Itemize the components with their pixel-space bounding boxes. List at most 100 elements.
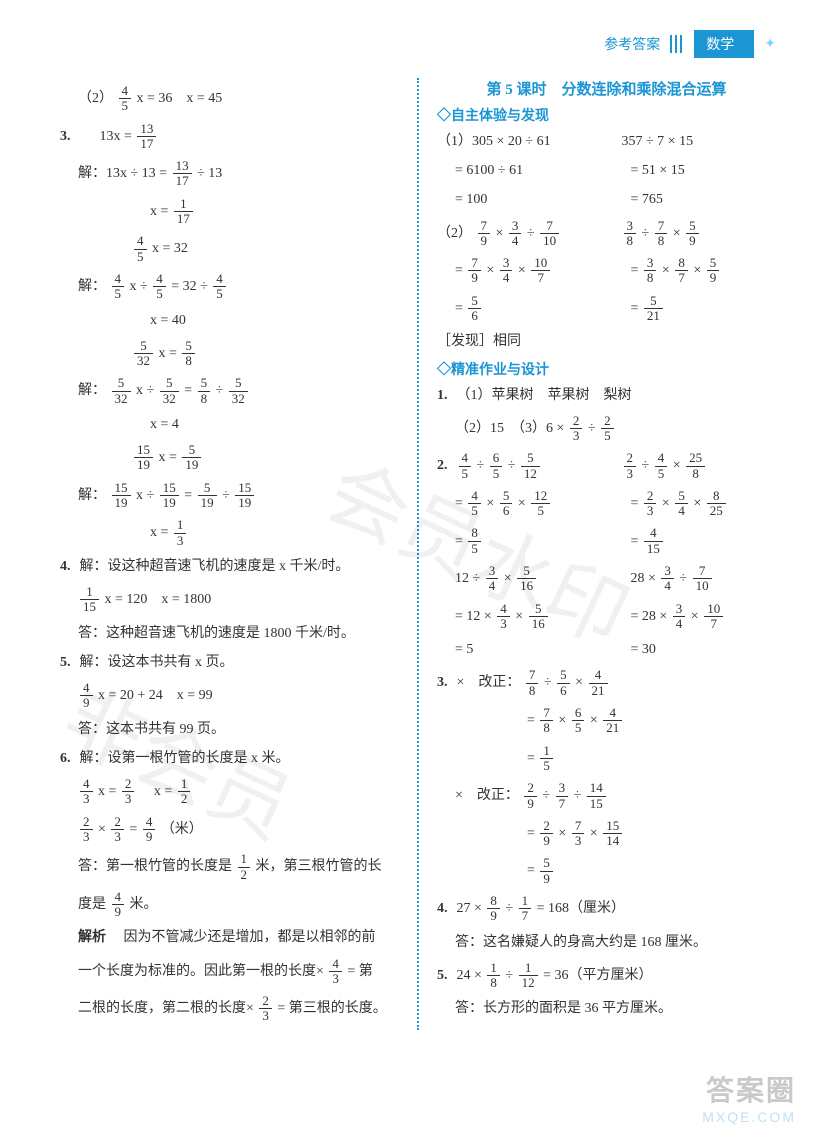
fraction: 85 <box>468 526 481 556</box>
fraction: 1519 <box>235 481 254 511</box>
item-number: 3. <box>437 666 453 700</box>
fraction: 23 <box>122 777 135 807</box>
section-title: ◇精准作业与设计 <box>437 359 776 379</box>
text: 357 ÷ 7 × 15 <box>622 129 777 154</box>
text-line: 45 x = 32 <box>60 232 399 266</box>
logo-title: 答案圈 <box>702 1069 796 1109</box>
text: x = 32 <box>152 241 188 256</box>
text: 解： <box>78 383 106 398</box>
text: x ÷ <box>136 383 158 398</box>
fraction: 34 <box>673 602 686 632</box>
fraction: 1317 <box>137 122 156 152</box>
item-number: 4. <box>60 554 76 579</box>
expr-row: = 100 = 765 <box>437 187 776 212</box>
fraction: 15 <box>540 744 553 774</box>
text: 二根的长度，第二根的长度× <box>78 1001 254 1016</box>
fraction: 73 <box>572 819 585 849</box>
page-header: 参考答案 数学 ✦ <box>60 30 776 58</box>
fraction: 18 <box>487 961 500 991</box>
item-number: 5. <box>437 959 453 993</box>
fraction: 107 <box>704 602 723 632</box>
text: × 改正： <box>457 675 521 690</box>
expr-row: = 45 × 56 × 125 = 23 × 54 × 825 <box>437 487 776 521</box>
text-line: 答：这本书共有 99 页。 <box>60 717 399 742</box>
corner-logo: 答案圈 MXQE.COM <box>702 1069 796 1125</box>
fraction: 1519 <box>134 443 153 473</box>
text: = 30 <box>631 637 777 662</box>
fraction: 59 <box>707 256 720 286</box>
text: （2） <box>78 91 113 106</box>
text-line: = 15 <box>437 742 776 776</box>
fraction: 34 <box>486 564 499 594</box>
fraction: 532 <box>160 376 179 406</box>
fraction: 49 <box>143 815 156 845</box>
fraction: 23 <box>111 815 124 845</box>
fraction: 421 <box>589 668 608 698</box>
text: 一个长度为标准的。因此第一根的长度× <box>78 964 324 979</box>
fraction: 54 <box>675 489 688 519</box>
logo-subtitle: MXQE.COM <box>702 1109 796 1125</box>
text-line: 5. 24 × 18 ÷ 112 = 36（平方厘米） <box>437 959 776 993</box>
expr-row: = 85 = 415 <box>437 525 776 559</box>
text-line: 度是 49 米。 <box>60 888 399 922</box>
text: （2） <box>437 226 472 241</box>
fraction: 49 <box>112 890 125 920</box>
text-line: 解： 1519 x ÷ 1519 = 519 ÷ 1519 <box>60 479 399 513</box>
text: = 第三根的长度。 <box>277 1001 386 1016</box>
fraction: 516 <box>529 602 548 632</box>
expr-row: （2） 79 × 34 ÷ 710 38 ÷ 78 × 59 <box>437 217 776 251</box>
expr-row: = 56 = 521 <box>437 292 776 326</box>
text-line: 答：长方形的面积是 36 平方厘米。 <box>437 996 776 1021</box>
fraction: 23 <box>259 994 272 1024</box>
fraction: 421 <box>603 706 622 736</box>
text: x ÷ <box>136 488 158 503</box>
text-line: 532 x = 58 <box>60 337 399 371</box>
subject-badge: 数学 <box>694 30 754 58</box>
text: ÷ 13 <box>197 166 222 181</box>
fraction: 89 <box>487 894 500 924</box>
text: = 51 × 15 <box>631 158 777 183</box>
text: = 第 <box>347 964 372 979</box>
fraction: 56 <box>557 668 570 698</box>
text: × 改正： <box>455 788 519 803</box>
fraction: 78 <box>540 706 553 736</box>
fraction: 38 <box>644 256 657 286</box>
text-line: 4. 解：设这种超音速飞机的速度是 x 千米/时。 <box>60 554 399 579</box>
fraction: 710 <box>693 564 712 594</box>
text: = 765 <box>631 187 777 212</box>
text-line: = 29 × 73 × 1514 <box>437 817 776 851</box>
fraction: 117 <box>174 197 193 227</box>
expr-row: （1）305 × 20 ÷ 61 357 ÷ 7 × 15 <box>437 129 776 154</box>
fraction: 23 <box>570 414 583 444</box>
text-line: 49 x = 20 + 24 x = 99 <box>60 679 399 713</box>
text-line: 解： 45 x ÷ 45 = 32 ÷ 45 <box>60 270 399 304</box>
text: x = <box>140 784 176 799</box>
fraction: 23 <box>644 489 657 519</box>
section-title: ◇自主体验与发现 <box>437 105 776 125</box>
text-line: 5. 解：设这本书共有 x 页。 <box>60 650 399 675</box>
fraction: 532 <box>134 339 153 369</box>
fraction: 43 <box>497 602 510 632</box>
text: x = 20 + 24 x = 99 <box>98 688 213 703</box>
text: （1）305 × 20 ÷ 61 <box>437 129 592 154</box>
fraction: 79 <box>478 219 491 249</box>
item-number: 3. <box>60 120 76 154</box>
text-line: x = 4 <box>60 412 399 437</box>
fraction: 65 <box>572 706 585 736</box>
fraction: 58 <box>182 339 195 369</box>
fraction: 78 <box>655 219 668 249</box>
fraction: 532 <box>229 376 248 406</box>
expr-row: 12 ÷ 34 × 516 28 × 34 ÷ 710 <box>437 562 776 596</box>
text: = 5 <box>455 637 601 662</box>
text: x = <box>150 525 172 540</box>
text-line: 答：第一根竹管的长度是 12 米，第三根竹管的长 <box>60 850 399 884</box>
text: （2）15 （3）6 × <box>455 421 568 436</box>
fraction: 65 <box>490 451 503 481</box>
fraction: 34 <box>500 256 513 286</box>
text-line: 1. （1）苹果树 苹果树 梨树 <box>437 383 776 408</box>
fraction: 1317 <box>173 159 192 189</box>
text-line: 3. × 改正： 78 ÷ 56 × 421 <box>437 666 776 700</box>
fraction: 115 <box>80 585 99 615</box>
fraction: 12 <box>238 852 251 882</box>
fraction: 45 <box>119 84 132 114</box>
